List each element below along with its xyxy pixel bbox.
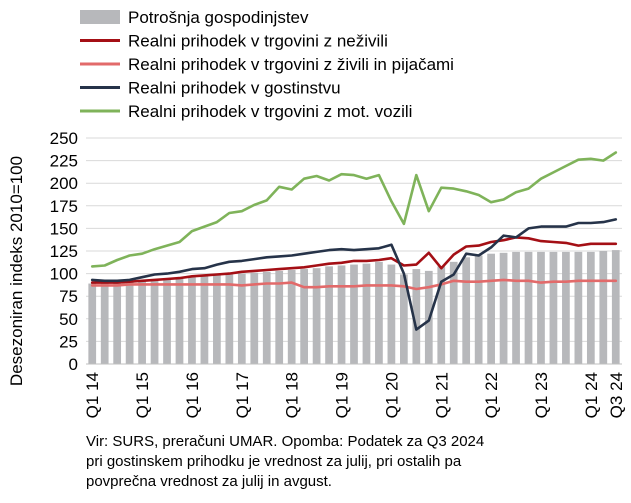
consumption-bar bbox=[175, 279, 184, 364]
consumption-bar bbox=[375, 261, 383, 364]
legend-label: Realni prihodek v gostinstvu bbox=[128, 79, 341, 98]
consumption-bar bbox=[300, 269, 309, 364]
legend-swatch-bar bbox=[80, 10, 120, 24]
x-tick-label: Q1 16 bbox=[183, 372, 202, 418]
consumption-bar bbox=[599, 251, 608, 364]
x-tick-label: Q1 20 bbox=[382, 372, 401, 418]
line-series bbox=[90, 151, 618, 331]
legend-label: Realni prihodek v trgovini z živili in p… bbox=[128, 55, 454, 74]
consumption-bar bbox=[163, 279, 171, 364]
consumption-bar bbox=[524, 251, 533, 364]
x-tick-label: Q1 19 bbox=[333, 372, 352, 418]
y-tick-label: 125 bbox=[50, 242, 78, 261]
legend-label: Potrošnja gospodinjstev bbox=[128, 8, 309, 27]
y-tick-label: 75 bbox=[59, 287, 78, 306]
consumption-bar bbox=[574, 251, 583, 364]
consumption-bar bbox=[262, 271, 271, 364]
consumption-bar bbox=[350, 264, 358, 364]
consumption-bar bbox=[474, 255, 483, 364]
consumption-bar bbox=[250, 272, 259, 364]
y-tick-label: 0 bbox=[69, 355, 78, 374]
chart: Potrošnja gospodinjstev Realni prihodek v… bbox=[7, 8, 626, 418]
y-tick-label: 250 bbox=[50, 129, 78, 148]
legend-label: Realni prihodek v trgovini z mot. vozili bbox=[128, 102, 412, 121]
y-tick-label: 50 bbox=[59, 310, 78, 329]
x-tick-label: Q1 22 bbox=[482, 372, 501, 418]
consumption-bar bbox=[586, 251, 595, 364]
consumption-bar bbox=[462, 257, 471, 364]
consumption-bar bbox=[237, 273, 246, 364]
consumption-bar bbox=[200, 276, 209, 364]
y-tick-label: 150 bbox=[50, 219, 78, 238]
consumption-bar bbox=[325, 266, 333, 364]
consumption-bar bbox=[100, 283, 109, 364]
consumption-bar bbox=[387, 264, 396, 364]
y-tick-label: 100 bbox=[50, 265, 78, 284]
y-tick-label: 25 bbox=[59, 332, 78, 351]
consumption-bar bbox=[188, 277, 196, 364]
consumption-bar bbox=[611, 250, 620, 364]
x-tick-label: Q1 23 bbox=[532, 372, 551, 418]
consumption-bar bbox=[487, 253, 495, 364]
consumption-bar bbox=[537, 251, 545, 364]
consumption-bar bbox=[512, 251, 520, 364]
consumption-bar bbox=[138, 280, 146, 364]
consumption-bar bbox=[362, 263, 371, 364]
x-tick-label: Q1 15 bbox=[133, 372, 152, 418]
y-tick-label: 175 bbox=[50, 197, 78, 216]
consumption-bar bbox=[412, 269, 421, 364]
consumption-bar bbox=[88, 283, 97, 364]
consumption-bar bbox=[437, 266, 446, 364]
consumption-bar bbox=[449, 261, 458, 364]
x-tick-label: Q3 24 bbox=[607, 372, 626, 418]
legend-label: Realni prihodek v trgovini z neživili bbox=[128, 32, 388, 51]
x-tick-label: Q1 24 bbox=[582, 372, 601, 418]
consumption-bar bbox=[113, 282, 122, 364]
series-line bbox=[90, 218, 618, 331]
consumption-bar bbox=[312, 268, 321, 364]
y-tick-label: 200 bbox=[50, 174, 78, 193]
x-tick-label: Q1 14 bbox=[83, 372, 102, 418]
series-line bbox=[90, 151, 618, 268]
consumption-bar bbox=[549, 251, 558, 364]
source-note: Vir: SURS, preračuni UMAR. Opomba: Podat… bbox=[86, 433, 485, 490]
x-tick-label: Q1 21 bbox=[432, 372, 451, 418]
axes: 0 25 50 75 100 125 150 175 200 225 250 Q1 14 Q1 15 Q1… bbox=[7, 129, 626, 418]
series-line bbox=[90, 236, 618, 284]
bar-series bbox=[88, 250, 620, 364]
consumption-bar bbox=[337, 265, 346, 364]
x-tick-label: Q1 17 bbox=[233, 372, 252, 418]
consumption-bar bbox=[125, 281, 134, 364]
consumption-bar bbox=[399, 274, 408, 364]
consumption-bar bbox=[562, 251, 570, 364]
consumption-bar bbox=[499, 252, 508, 364]
consumption-bar bbox=[287, 269, 296, 364]
y-axis-title: Desezoniran indeks 2010=100 bbox=[7, 156, 26, 386]
consumption-bar bbox=[213, 275, 221, 364]
series-line bbox=[90, 278, 618, 291]
y-tick-label: 225 bbox=[50, 152, 78, 171]
x-tick-label: Q1 18 bbox=[283, 372, 302, 418]
legend: Potrošnja gospodinjstev Realni prihodek v… bbox=[80, 8, 454, 121]
consumption-bar bbox=[150, 280, 159, 364]
consumption-bar bbox=[225, 274, 234, 364]
consumption-bar bbox=[275, 270, 284, 364]
